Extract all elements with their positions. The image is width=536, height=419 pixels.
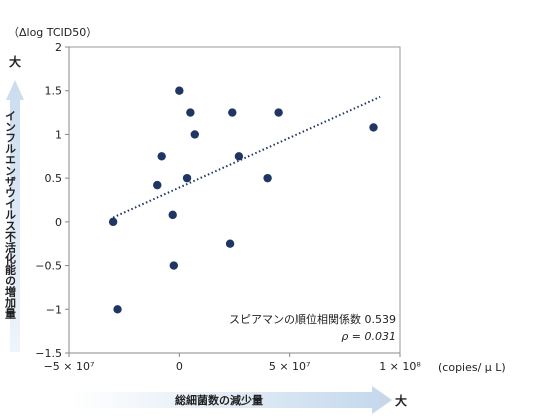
y-tick-label: 1.5 [45,85,63,98]
y-tick-label: −1 [46,303,62,316]
x-tick-label: 1 × 10⁸ [379,360,421,373]
data-point [234,152,244,161]
y-tick-label: 0.5 [45,172,63,185]
data-point [157,152,166,161]
y-tick-label: 1 [55,128,62,141]
y-axis-title: インフルエンザウイルス不活化能の増加量 [4,110,18,319]
data-point [182,173,192,183]
data-point [168,210,177,220]
y-tick-label: −0.5 [35,260,62,273]
data-point [274,108,283,117]
x-unit-label: (copies/ μ L) [438,361,506,374]
y-big-label: 大 [9,54,21,69]
data-point [108,217,118,227]
y-tick-label: −1.5 [35,347,62,360]
x-tick-label: 0 [176,360,183,373]
data-point [153,180,162,190]
data-point [175,86,184,95]
x-axis-title: 総細菌数の減少量 [175,393,263,407]
x-tick-label: 5 × 10⁷ [269,360,311,373]
x-tick-label: −5 × 10⁷ [44,360,95,373]
data-point [169,261,179,270]
data-point [228,108,237,117]
trend-line [112,95,381,219]
y-tick-label: 2 [55,41,62,54]
data-point [369,123,378,132]
y-direction-arrow [6,80,24,352]
data-point [190,130,199,139]
x-direction-arrow [72,386,392,414]
data-point [113,305,122,314]
data-point [263,173,272,183]
spearman-label: スピアマンの順位相関係数 0.539 [229,312,396,326]
x-big-label: 大 [395,393,407,408]
data-point [186,108,195,117]
y-unit-label: （Δlog TCID50） [8,26,97,39]
rho-label: ρ = 0.031 [341,330,396,343]
data-point [225,239,235,248]
y-tick-label: 0 [55,216,62,229]
